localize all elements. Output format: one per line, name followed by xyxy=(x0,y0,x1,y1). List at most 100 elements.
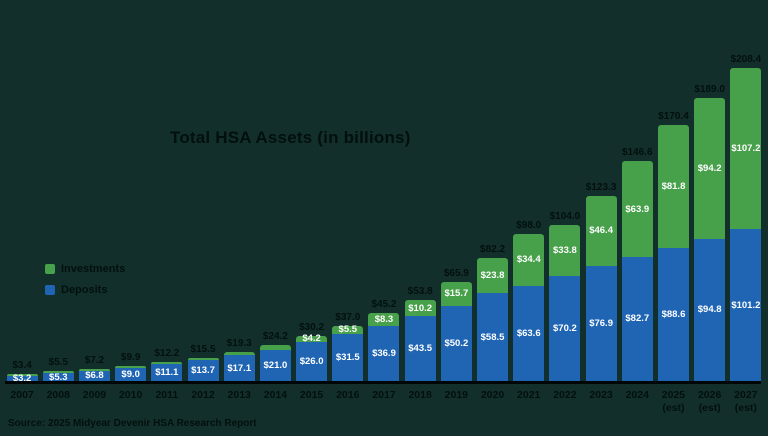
bar-column-2022: $104.0 $33.8 $70.2 xyxy=(547,211,583,381)
deposits-segment-2017: $36.9 xyxy=(368,325,400,381)
x-tick-year-2024: 2024 xyxy=(625,389,649,401)
investments-segment-2009 xyxy=(78,368,110,371)
bar-column-2020: $82.2 $23.8 $58.5 xyxy=(474,244,510,381)
legend-item-deposits: Deposits xyxy=(45,284,125,296)
x-tick-year-2014: 2014 xyxy=(263,389,288,401)
total-label-2012: $15.5 xyxy=(190,343,216,355)
bar-column-2011: $12.2 $11.1 xyxy=(149,348,185,381)
deposits-value-label-2020: $58.5 xyxy=(480,331,505,343)
x-tick-2012: 2012 xyxy=(185,389,221,415)
stacked-bar-2023: $46.4 $76.9 xyxy=(585,196,617,381)
bar-column-2013: $19.3 $17.1 xyxy=(221,338,257,381)
x-tick-2020: 2020 xyxy=(474,389,510,415)
source-note: Source: 2025 Midyear Devenir HSA Researc… xyxy=(8,418,257,429)
bar-column-2025: $170.4 $81.8 $88.6 xyxy=(655,111,691,381)
stacked-bar-2010: $9.0 xyxy=(115,365,147,381)
stacked-bar-2007: $3.2 xyxy=(6,373,38,384)
legend-item-investments: Investments xyxy=(45,263,125,275)
total-label-2014: $24.2 xyxy=(262,330,288,342)
bar-column-2012: $15.5 $13.7 xyxy=(185,344,221,381)
total-label-2018: $53.8 xyxy=(407,286,433,298)
x-tick-2022: 2022 xyxy=(547,389,583,415)
x-tick-year-2020: 2020 xyxy=(480,389,505,401)
investments-segment-2011 xyxy=(151,362,183,365)
total-label-2022: $104.0 xyxy=(549,211,581,223)
deposits-segment-2025: $88.6 xyxy=(657,248,689,381)
deposits-value-label-2023: $76.9 xyxy=(589,317,613,329)
bar-column-2021: $98.0 $34.4 $63.6 xyxy=(511,220,547,381)
x-tick-2009: 2009 xyxy=(76,389,112,415)
deposits-segment-2014: $21.0 xyxy=(259,349,291,381)
x-tick-2008: 2008 xyxy=(40,389,76,415)
bar-column-2016: $37.0 $5.5 $31.5 xyxy=(330,312,366,381)
x-tick-2027: 2027 (est) xyxy=(728,389,764,415)
x-tick-2010: 2010 xyxy=(113,389,149,415)
investments-value-label-2016: $5.5 xyxy=(338,324,358,336)
deposits-value-label-2025: $88.6 xyxy=(661,309,686,321)
deposits-segment-2019: $50.2 xyxy=(440,305,472,381)
x-tick-year-2019: 2019 xyxy=(444,389,469,401)
x-tick-year-2015: 2015 xyxy=(299,389,324,401)
deposits-value-label-2016: $31.5 xyxy=(335,351,360,363)
total-label-2008: $5.5 xyxy=(48,357,69,369)
x-tick-est-2025: (est) xyxy=(662,402,685,414)
investments-segment-2013 xyxy=(223,352,255,356)
bar-column-2017: $45.2 $8.3 $36.9 xyxy=(366,299,402,381)
stacked-bar-2022: $33.8 $70.2 xyxy=(549,225,581,381)
deposits-value-label-2017: $36.9 xyxy=(372,347,396,359)
deposits-value-label-2015: $26.0 xyxy=(299,356,324,367)
stacked-bar-2016: $5.5 $31.5 xyxy=(332,324,364,381)
x-tick-2021: 2021 xyxy=(511,389,547,415)
deposits-segment-2021: $63.6 xyxy=(513,285,545,381)
deposits-value-label-2009: $6.8 xyxy=(85,370,104,382)
stacked-bar-2025: $81.8 $88.6 xyxy=(657,125,689,381)
x-tick-year-2027: 2027 xyxy=(734,389,758,401)
x-tick-2018: 2018 xyxy=(402,389,438,415)
deposits-segment-2010: $9.0 xyxy=(115,367,147,381)
total-label-2015: $30.2 xyxy=(299,321,325,333)
total-label-2025: $170.4 xyxy=(658,111,689,123)
total-label-2017: $45.2 xyxy=(371,299,397,311)
deposits-segment-2020: $58.5 xyxy=(477,293,509,381)
bar-column-2010: $9.9 $9.0 xyxy=(113,351,149,381)
stacked-bar-2018: $10.2 $43.5 xyxy=(404,300,436,381)
investments-value-label-2015: $4.2 xyxy=(302,333,321,345)
deposits-segment-2023: $76.9 xyxy=(585,265,617,381)
stacked-bar-2021: $34.4 $63.6 xyxy=(513,234,545,381)
investments-segment-2019: $15.7 xyxy=(440,282,472,306)
deposits-segment-2018: $43.5 xyxy=(404,315,436,381)
stacked-bar-2009: $6.8 xyxy=(78,368,110,382)
deposits-value-label-2008: $5.3 xyxy=(49,371,68,383)
bar-column-2008: $5.5 $5.3 xyxy=(40,357,76,383)
chart-title: Total HSA Assets (in billions) xyxy=(170,128,411,147)
x-tick-year-2007: 2007 xyxy=(10,389,34,401)
x-tick-year-2025: 2025 xyxy=(661,389,686,401)
stacked-bar-2011: $11.1 xyxy=(151,362,183,381)
deposits-value-label-2018: $43.5 xyxy=(408,342,433,354)
x-tick-year-2017: 2017 xyxy=(372,389,396,401)
x-tick-est-2027: (est) xyxy=(734,402,757,414)
total-label-2011: $12.2 xyxy=(154,348,180,360)
bar-column-2015: $30.2 $4.2 $26.0 xyxy=(294,322,330,381)
total-label-2010: $9.9 xyxy=(120,351,141,363)
stacked-bar-2012: $13.7 xyxy=(187,357,219,381)
deposits-segment-2024: $82.7 xyxy=(621,256,653,381)
x-tick-year-2013: 2013 xyxy=(227,389,251,401)
investments-segment-2018: $10.2 xyxy=(404,300,436,316)
x-tick-year-2021: 2021 xyxy=(517,389,541,401)
legend-label-investments: Investments xyxy=(61,263,126,275)
investments-value-label-2022: $33.8 xyxy=(553,244,577,256)
x-tick-year-2016: 2016 xyxy=(336,389,360,401)
total-label-2020: $82.2 xyxy=(480,243,506,255)
deposits-value-label-2010: $9.0 xyxy=(121,368,140,380)
investments-segment-2026: $94.2 xyxy=(694,97,726,239)
x-tick-2024: 2024 xyxy=(619,389,655,415)
investments-value-label-2018: $10.2 xyxy=(408,302,433,314)
x-tick-est-2026: (est) xyxy=(698,402,721,414)
x-tick-year-2022: 2022 xyxy=(553,389,577,401)
stacked-bar-2008: $5.3 xyxy=(42,371,74,383)
x-tick-year-2023: 2023 xyxy=(589,389,613,401)
total-label-2024: $146.6 xyxy=(621,147,653,159)
legend-label-deposits: Deposits xyxy=(61,284,108,296)
